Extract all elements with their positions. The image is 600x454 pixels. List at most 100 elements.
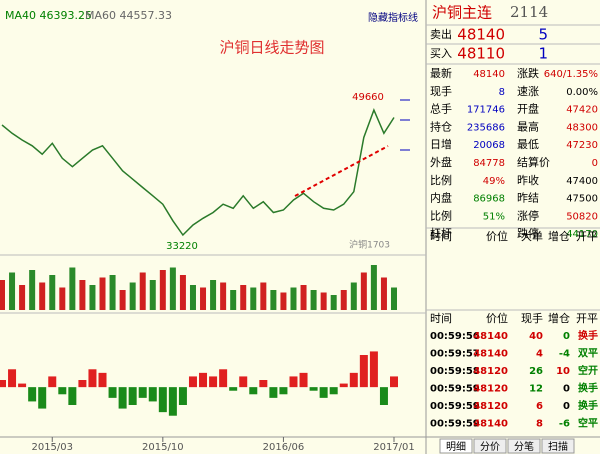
macd-bar xyxy=(88,369,97,388)
macd-bar xyxy=(359,355,368,388)
stat-value: 47420 xyxy=(566,105,598,116)
column-header: 时间 xyxy=(430,230,452,243)
macd-bar xyxy=(199,372,208,388)
stat-label: 最低 xyxy=(517,138,539,151)
volume-bar xyxy=(380,277,387,310)
stat-value: 44170 xyxy=(566,229,598,240)
macd-bar xyxy=(209,376,218,388)
x-tick-label: 2015/03 xyxy=(31,442,73,453)
stat-label: 涨跌 xyxy=(517,66,539,80)
tab-label[interactable]: 明细 xyxy=(446,440,466,453)
volume-bar xyxy=(49,275,56,310)
stat-label: 比例 xyxy=(430,208,452,222)
contract-code: 2114 xyxy=(510,3,548,21)
tick-cell: 00:59:59 xyxy=(430,384,480,395)
macd-bar xyxy=(8,369,17,388)
volume-bar xyxy=(109,275,116,310)
column-header: 增仓 xyxy=(548,311,570,325)
price-line xyxy=(1,107,395,237)
macd-bar xyxy=(98,372,107,388)
stat-value: 235686 xyxy=(467,122,505,133)
stat-value: 50820 xyxy=(566,211,598,222)
tick-cell: 换手 xyxy=(578,382,598,395)
macd-bar xyxy=(18,383,27,388)
macd-bar xyxy=(289,376,298,388)
macd-bar xyxy=(178,387,187,405)
tick-cell: 26 xyxy=(529,366,543,377)
stat-label: 内盘 xyxy=(430,191,452,205)
tab[interactable] xyxy=(507,438,541,454)
volume-bar xyxy=(89,285,96,310)
tick-cell: 00:59:59 xyxy=(430,401,480,412)
macd-bar xyxy=(48,376,57,388)
x-tick-label: 2015/10 xyxy=(142,442,184,453)
tick-cell: 12 xyxy=(529,384,543,395)
stat-label: 日增 xyxy=(430,137,452,151)
column-header: 开平 xyxy=(576,312,598,325)
tick-cell: 换手 xyxy=(578,399,598,412)
stat-label: 最高 xyxy=(517,119,539,133)
tick-cell: 4 xyxy=(536,349,543,360)
volume-bar xyxy=(280,292,287,310)
macd-bar xyxy=(239,376,248,388)
volume-bar xyxy=(350,282,357,310)
ma40: MA40 46393.25 xyxy=(5,9,92,22)
quote-label: 买入 xyxy=(430,47,452,60)
tick-cell: 0 xyxy=(563,401,570,412)
tick-cell: 48140 xyxy=(473,419,508,430)
stat-label: 总手 xyxy=(430,102,452,116)
tick-cell: 0 xyxy=(563,331,570,342)
volume-bar xyxy=(300,285,307,310)
macd-bar xyxy=(148,387,157,402)
tab-label[interactable]: 分价 xyxy=(480,441,500,453)
macd-bar xyxy=(78,380,87,388)
stat-value: 84778 xyxy=(473,158,505,169)
tick-cell: 换手 xyxy=(578,329,598,342)
trend-line xyxy=(294,145,389,197)
stat-label: 比例 xyxy=(430,173,452,187)
tab-label[interactable]: 扫描 xyxy=(548,440,568,453)
macd-bar xyxy=(0,380,6,388)
stat-label: 现手 xyxy=(430,84,452,98)
tick-cell: -6 xyxy=(559,419,570,430)
x-tick-label: 2017/01 xyxy=(373,442,415,453)
tick-cell: 48120 xyxy=(473,384,508,395)
macd-bar xyxy=(319,387,328,398)
volume-bar xyxy=(391,287,397,310)
tab[interactable] xyxy=(439,438,473,454)
volume-bar xyxy=(250,287,257,310)
column-header: 价位 xyxy=(486,229,508,243)
tick-cell: 空开 xyxy=(578,364,598,377)
volume-bar xyxy=(270,290,277,310)
stat-label: 结算价 xyxy=(517,155,550,169)
tick-cell: -4 xyxy=(559,349,570,360)
tick-cell: 空平 xyxy=(578,417,598,430)
tab-label[interactable]: 分笔 xyxy=(514,440,534,453)
hide-indicators[interactable]: 隐藏指标线 xyxy=(368,11,418,24)
volume-bar xyxy=(29,270,36,310)
volume-bar xyxy=(9,272,16,310)
macd-bar xyxy=(309,387,318,391)
stat-label: 最新 xyxy=(430,66,452,80)
tick-cell: 00:59:59 xyxy=(430,419,480,430)
column-header: 时间 xyxy=(430,312,452,325)
chart-title: 沪铜日线走势图 xyxy=(219,39,324,57)
macd-bar xyxy=(38,387,47,409)
volume-bar xyxy=(290,287,297,310)
volume-bar xyxy=(59,287,66,310)
volume-bar xyxy=(330,295,337,310)
macd-bar xyxy=(390,376,398,388)
quote-label: 卖出 xyxy=(430,27,452,41)
tick-cell: 双平 xyxy=(578,348,598,360)
macd-bar xyxy=(229,387,238,391)
volume-bar xyxy=(119,290,126,310)
stat-label: 持仓 xyxy=(430,119,452,133)
tab[interactable] xyxy=(473,438,507,454)
volume-bar xyxy=(200,287,207,310)
macd-bar xyxy=(349,372,358,388)
quote-price: 48110 xyxy=(457,45,505,63)
tick-cell: 00:59:58 xyxy=(430,366,480,377)
tick-cell: 0 xyxy=(563,384,570,395)
tab[interactable] xyxy=(541,438,575,454)
tick-cell: 48140 xyxy=(473,349,508,360)
